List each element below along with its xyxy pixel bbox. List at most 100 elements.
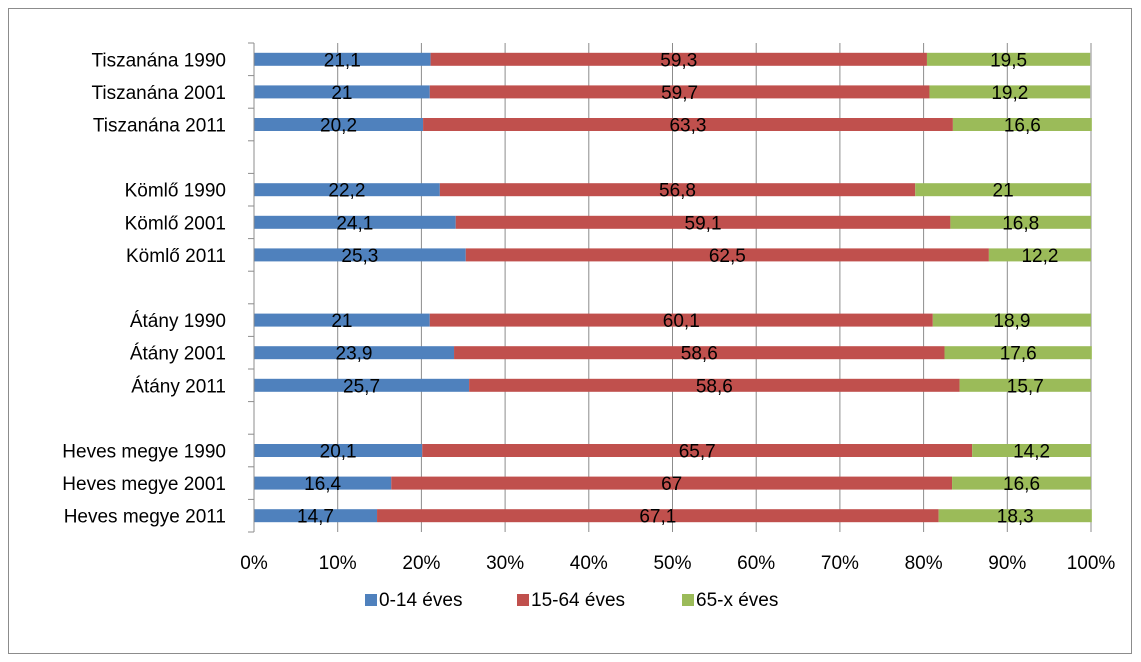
x-tick-label: 60% [737,553,775,574]
data-label: 14,7 [297,507,334,528]
legend-label: 65-x éves [696,590,778,611]
axes: 0% 10% 20% 30% 40% 50% 60% 70% 80% 90% 100% [240,42,1116,574]
data-label: 60,1 [663,311,700,332]
data-label: 16,8 [1002,213,1039,234]
labels: Tiszanána 1990 21,1 59,3 19,5 Tiszanána 2001… [62,50,1058,527]
data-label: 19,5 [990,50,1027,71]
bar-segment [254,248,466,262]
bar-segment [254,444,423,457]
bar-segment [391,476,953,490]
legend-label: 0-14 éves [379,590,462,611]
data-label: 22,2 [328,181,365,202]
bar-segment [254,378,470,392]
category-label: Tiszanána 1990 [91,50,226,71]
category-label: Kömlő 2011 [126,246,226,267]
data-label: 20,1 [320,442,357,463]
category-label: Tiszanána 2011 [93,116,226,137]
data-label: 58,6 [696,376,733,397]
bar-segment [423,118,953,131]
data-label: 21 [331,311,352,332]
data-label: 21 [331,83,352,104]
bar-segment [469,378,960,392]
data-label: 21 [993,181,1014,202]
bar-segment [377,509,939,523]
data-label: 67,1 [639,507,676,528]
bar-segment [254,313,430,327]
category-label: Átány 2011 [131,376,226,397]
x-tick-label: 50% [653,553,691,574]
data-label: 14,2 [1013,442,1050,463]
data-label: 19,2 [991,83,1028,104]
data-label: 17,6 [1000,344,1037,365]
x-tick-label: 70% [821,553,859,574]
bar-segment [938,509,1092,523]
bar-segment [254,509,378,523]
bar-segment [952,476,1091,490]
data-label: 59,1 [685,213,722,234]
legend-swatch [682,594,694,606]
data-label: 18,9 [993,311,1030,332]
data-label: 24,1 [336,213,373,234]
bar-segment [422,444,973,457]
x-tick-label: 10% [319,553,357,574]
data-label: 25,3 [341,246,378,267]
bar-segment [926,52,1091,66]
data-label: 67 [661,474,682,495]
x-tick-label: 30% [486,553,524,574]
x-tick-label: 40% [570,553,608,574]
bar-segment [254,215,456,229]
data-label: 65,7 [679,442,716,463]
category-label: Kömlő 2001 [125,213,226,234]
x-tick-label: 100% [1067,553,1116,574]
data-label: 12,2 [1021,246,1058,267]
bar-segment [254,183,440,197]
category-label: Átány 1990 [130,311,226,332]
bar-segment [439,183,916,197]
category-label: Tiszanána 2001 [91,83,226,104]
bar-segment [988,248,1091,262]
bar-segment [254,346,455,360]
x-tick-label: 20% [402,553,440,574]
bar-segment [429,85,930,99]
data-label: 59,7 [661,83,698,104]
data-label: 16,6 [1004,116,1041,137]
category-label: Heves megye 2011 [64,507,226,528]
bar-segment [950,215,1091,229]
x-tick-label: 0% [240,553,268,574]
bar-segment [454,346,945,360]
data-label: 21,1 [324,50,361,71]
data-label: 25,7 [343,376,380,397]
data-label: 16,4 [304,474,341,495]
bar-segment [932,313,1091,327]
bar-segment [254,476,392,490]
bar-segment [929,85,1091,99]
data-label: 58,6 [681,344,718,365]
data-label: 56,8 [659,181,696,202]
data-label: 62,5 [709,246,746,267]
bar-segment [944,346,1092,360]
legend-label: 15-64 éves [531,590,625,611]
bar-segment [254,52,431,66]
data-label: 20,2 [320,116,357,137]
data-label: 15,7 [1007,376,1044,397]
bar-segment [455,215,951,229]
legend-swatch [365,594,377,606]
bar-segment [429,313,933,327]
category-label: Átány 2001 [130,344,226,365]
data-label: 63,3 [669,116,706,137]
bar-segment [430,52,927,66]
x-tick-label: 80% [905,553,943,574]
data-label: 18,3 [997,507,1034,528]
legend: 0-14 éves 15-64 éves 65-x éves [365,590,778,611]
bar-segment [254,118,424,131]
data-label: 59,3 [660,50,697,71]
bar-segment [959,378,1091,392]
category-label: Heves megye 2001 [62,474,226,495]
bar-segment [952,118,1092,131]
chart-frame [8,8,1132,654]
bar-segment [465,248,989,262]
bar-segment [254,85,430,99]
category-label: Heves megye 1990 [62,442,226,463]
legend-swatch [517,594,529,606]
